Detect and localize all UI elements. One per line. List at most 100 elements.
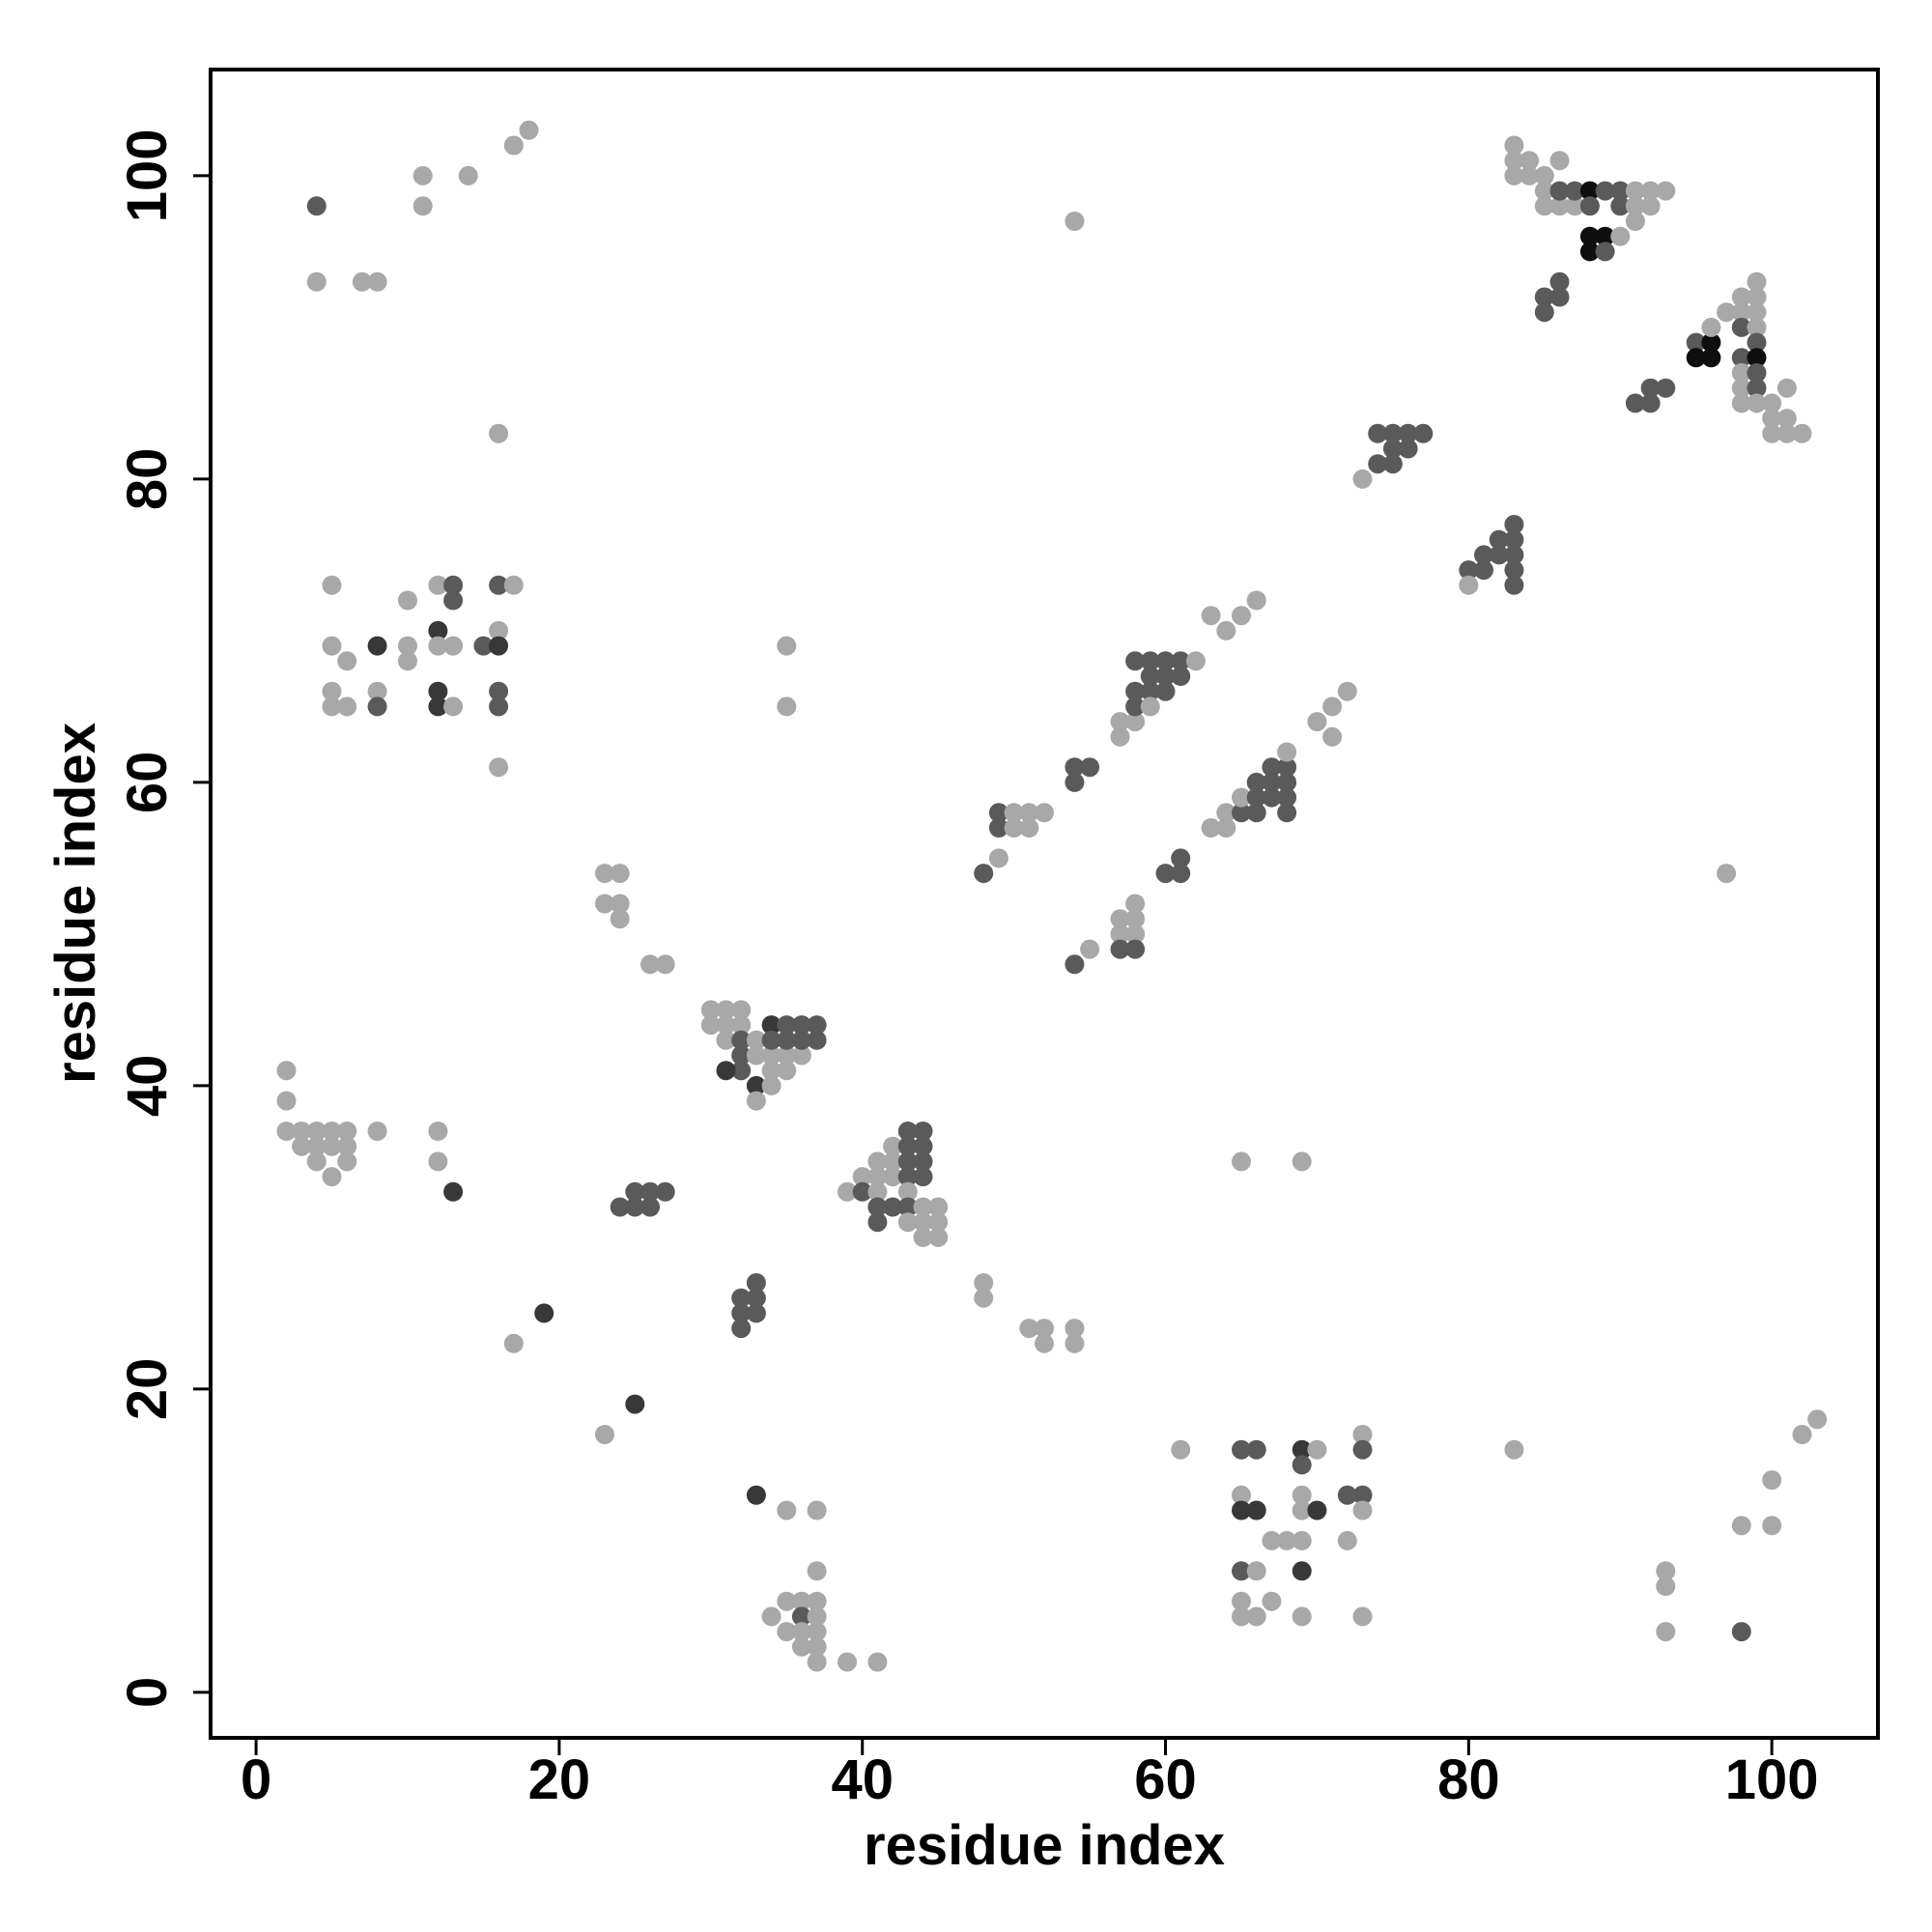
data-point bbox=[1474, 545, 1493, 565]
data-point bbox=[337, 651, 357, 671]
data-point bbox=[1731, 348, 1751, 368]
data-point bbox=[1201, 606, 1221, 626]
data-point bbox=[777, 1500, 797, 1520]
data-point bbox=[897, 1197, 918, 1217]
data-point bbox=[1246, 772, 1266, 792]
data-point bbox=[1731, 302, 1751, 323]
data-point bbox=[1110, 939, 1130, 959]
data-point bbox=[1459, 575, 1479, 595]
data-point bbox=[807, 1561, 827, 1581]
data-point bbox=[1125, 712, 1146, 732]
data-point bbox=[913, 1136, 933, 1156]
data-point bbox=[1262, 1530, 1282, 1550]
data-point bbox=[1125, 939, 1146, 959]
data-point bbox=[443, 590, 464, 611]
y-tick-label: 20 bbox=[116, 1358, 179, 1421]
data-point bbox=[1731, 378, 1751, 398]
data-point bbox=[473, 636, 494, 656]
data-point bbox=[746, 1091, 766, 1111]
data-point bbox=[1110, 909, 1130, 929]
data-point bbox=[337, 1151, 357, 1172]
data-point bbox=[1337, 681, 1357, 701]
data-point bbox=[883, 1167, 903, 1187]
data-point bbox=[1352, 1606, 1373, 1627]
data-point bbox=[640, 1197, 660, 1217]
data-point bbox=[1534, 196, 1554, 216]
data-point bbox=[1171, 848, 1191, 868]
data-point bbox=[443, 1181, 464, 1202]
data-point bbox=[1579, 226, 1600, 246]
data-point bbox=[1579, 181, 1600, 201]
data-point bbox=[306, 271, 327, 292]
data-point bbox=[1504, 575, 1524, 595]
data-point bbox=[1731, 1516, 1751, 1536]
data-point bbox=[1140, 667, 1160, 686]
data-point bbox=[1232, 606, 1251, 626]
data-point bbox=[1140, 696, 1160, 717]
data-point bbox=[1171, 667, 1191, 686]
data-point bbox=[1520, 151, 1540, 171]
data-point bbox=[867, 1151, 888, 1172]
data-point bbox=[322, 681, 342, 701]
data-point bbox=[1656, 181, 1676, 201]
data-point bbox=[1474, 560, 1493, 581]
data-point bbox=[807, 1636, 827, 1657]
data-point bbox=[1701, 348, 1721, 368]
data-point bbox=[503, 1333, 524, 1353]
data-point bbox=[852, 1167, 872, 1187]
data-point bbox=[1171, 864, 1191, 884]
data-point bbox=[1201, 818, 1221, 838]
data-point bbox=[1277, 742, 1297, 762]
data-point bbox=[489, 423, 509, 443]
data-point bbox=[1731, 1622, 1751, 1642]
data-point bbox=[503, 135, 524, 156]
data-point bbox=[974, 1288, 994, 1308]
data-point bbox=[746, 1273, 766, 1293]
data-point bbox=[398, 590, 417, 611]
x-axis: 0 20 40 60 80 100 bbox=[241, 1738, 1819, 1811]
data-point bbox=[807, 1591, 827, 1611]
data-point bbox=[1125, 696, 1146, 717]
data-point bbox=[1110, 923, 1130, 944]
data-point bbox=[1019, 818, 1039, 838]
data-point bbox=[761, 1606, 781, 1627]
data-point bbox=[1504, 560, 1524, 581]
data-point bbox=[731, 1015, 752, 1036]
data-point bbox=[1807, 1409, 1828, 1430]
data-point bbox=[1292, 1561, 1312, 1581]
data-point bbox=[655, 1181, 675, 1202]
x-tick-label: 60 bbox=[1134, 1748, 1197, 1811]
data-point bbox=[1534, 165, 1554, 185]
data-point bbox=[731, 1045, 752, 1065]
data-point bbox=[1731, 287, 1751, 307]
data-point bbox=[1625, 212, 1645, 231]
data-point bbox=[1382, 423, 1403, 443]
data-point bbox=[777, 1622, 797, 1642]
data-point bbox=[1747, 332, 1767, 353]
data-point bbox=[1262, 772, 1282, 792]
data-point bbox=[1504, 545, 1524, 565]
data-point bbox=[1656, 1577, 1676, 1596]
data-point bbox=[1171, 651, 1191, 671]
data-point bbox=[337, 1136, 357, 1156]
data-point bbox=[777, 636, 797, 656]
data-point bbox=[1246, 1606, 1266, 1627]
data-point bbox=[1277, 803, 1297, 823]
data-point bbox=[489, 757, 509, 778]
data-point bbox=[1656, 1561, 1676, 1581]
data-point bbox=[807, 1652, 827, 1672]
data-point bbox=[610, 1197, 630, 1217]
data-point bbox=[367, 636, 387, 656]
data-point bbox=[1382, 454, 1403, 474]
data-point bbox=[1398, 423, 1418, 443]
data-point bbox=[1549, 196, 1570, 216]
data-point bbox=[398, 636, 417, 656]
data-point bbox=[1504, 515, 1524, 534]
data-point bbox=[1292, 1530, 1312, 1550]
data-point bbox=[897, 1167, 918, 1187]
data-point bbox=[1776, 409, 1797, 429]
data-point bbox=[1019, 1319, 1039, 1339]
data-point bbox=[1625, 393, 1645, 413]
data-point bbox=[716, 1061, 736, 1081]
x-axis-title: residue index bbox=[864, 1814, 1225, 1877]
